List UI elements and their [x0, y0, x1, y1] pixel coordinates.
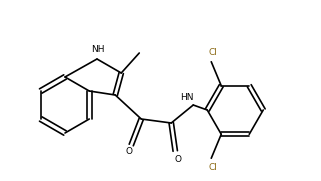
Text: HN: HN [180, 92, 194, 102]
Text: O: O [126, 148, 133, 157]
Text: NH: NH [91, 45, 105, 54]
Text: Cl: Cl [209, 48, 218, 57]
Text: Cl: Cl [209, 163, 218, 172]
Text: O: O [175, 155, 182, 163]
